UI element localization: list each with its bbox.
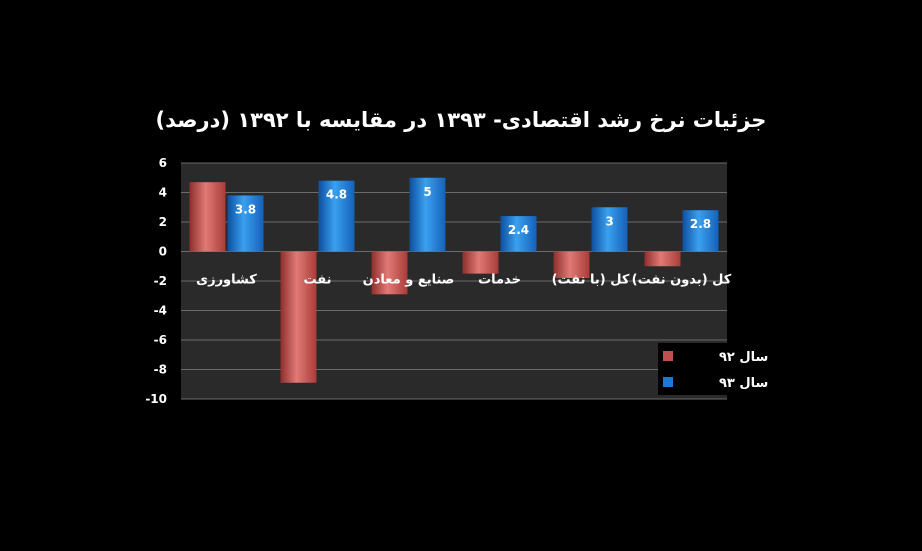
legend-label: سال ۹۳ [719, 376, 768, 391]
data-label: 3 [605, 214, 613, 228]
category-label: کشاورزی [196, 273, 257, 288]
bar-year93 [500, 216, 537, 252]
category-label: خدمات [478, 273, 521, 288]
bar-year92 [462, 251, 499, 274]
bar-year93 [409, 177, 446, 252]
category-label: صنایع و معادن [363, 273, 455, 288]
bar-year92 [553, 251, 590, 279]
data-label: 2.4 [508, 223, 529, 237]
y-tick-label: 6 [159, 156, 167, 170]
data-label: 5 [423, 185, 431, 199]
category-label: کل (بدون نفت) [632, 273, 732, 288]
data-label: 2.8 [690, 217, 711, 231]
y-tick-label: 0 [159, 245, 167, 259]
bar-year92 [189, 182, 226, 252]
bar-year92 [280, 251, 317, 383]
y-tick-label: 2 [159, 215, 167, 229]
y-tick-label: -8 [154, 363, 167, 377]
category-label: کل (با نفت) [552, 273, 630, 288]
y-tick-label: -2 [154, 274, 167, 288]
bar-year93 [227, 195, 264, 252]
data-label: 4.8 [326, 188, 347, 202]
y-tick-label: -10 [145, 392, 167, 406]
bar-year93 [591, 207, 628, 252]
legend-swatch [663, 351, 673, 361]
bar-year92 [644, 251, 681, 267]
y-tick-label: -6 [154, 333, 167, 347]
data-label: 3.8 [235, 202, 256, 216]
legend: سال ۹۲ سال ۹۳ [658, 343, 768, 395]
legend-label: سال ۹۲ [719, 350, 768, 365]
bar-year93 [682, 210, 719, 252]
chart-title: جزئیات نرخ رشد اقتصادی- ۱۳۹۳ در مقایسه ب… [155, 108, 767, 132]
category-label: نفت [304, 273, 332, 288]
bar-year92 [371, 251, 408, 295]
y-tick-label: -4 [154, 304, 167, 318]
legend-swatch [663, 377, 673, 387]
bar-year93 [318, 180, 355, 252]
y-tick-label: 4 [159, 186, 167, 200]
legend-box [658, 343, 727, 395]
